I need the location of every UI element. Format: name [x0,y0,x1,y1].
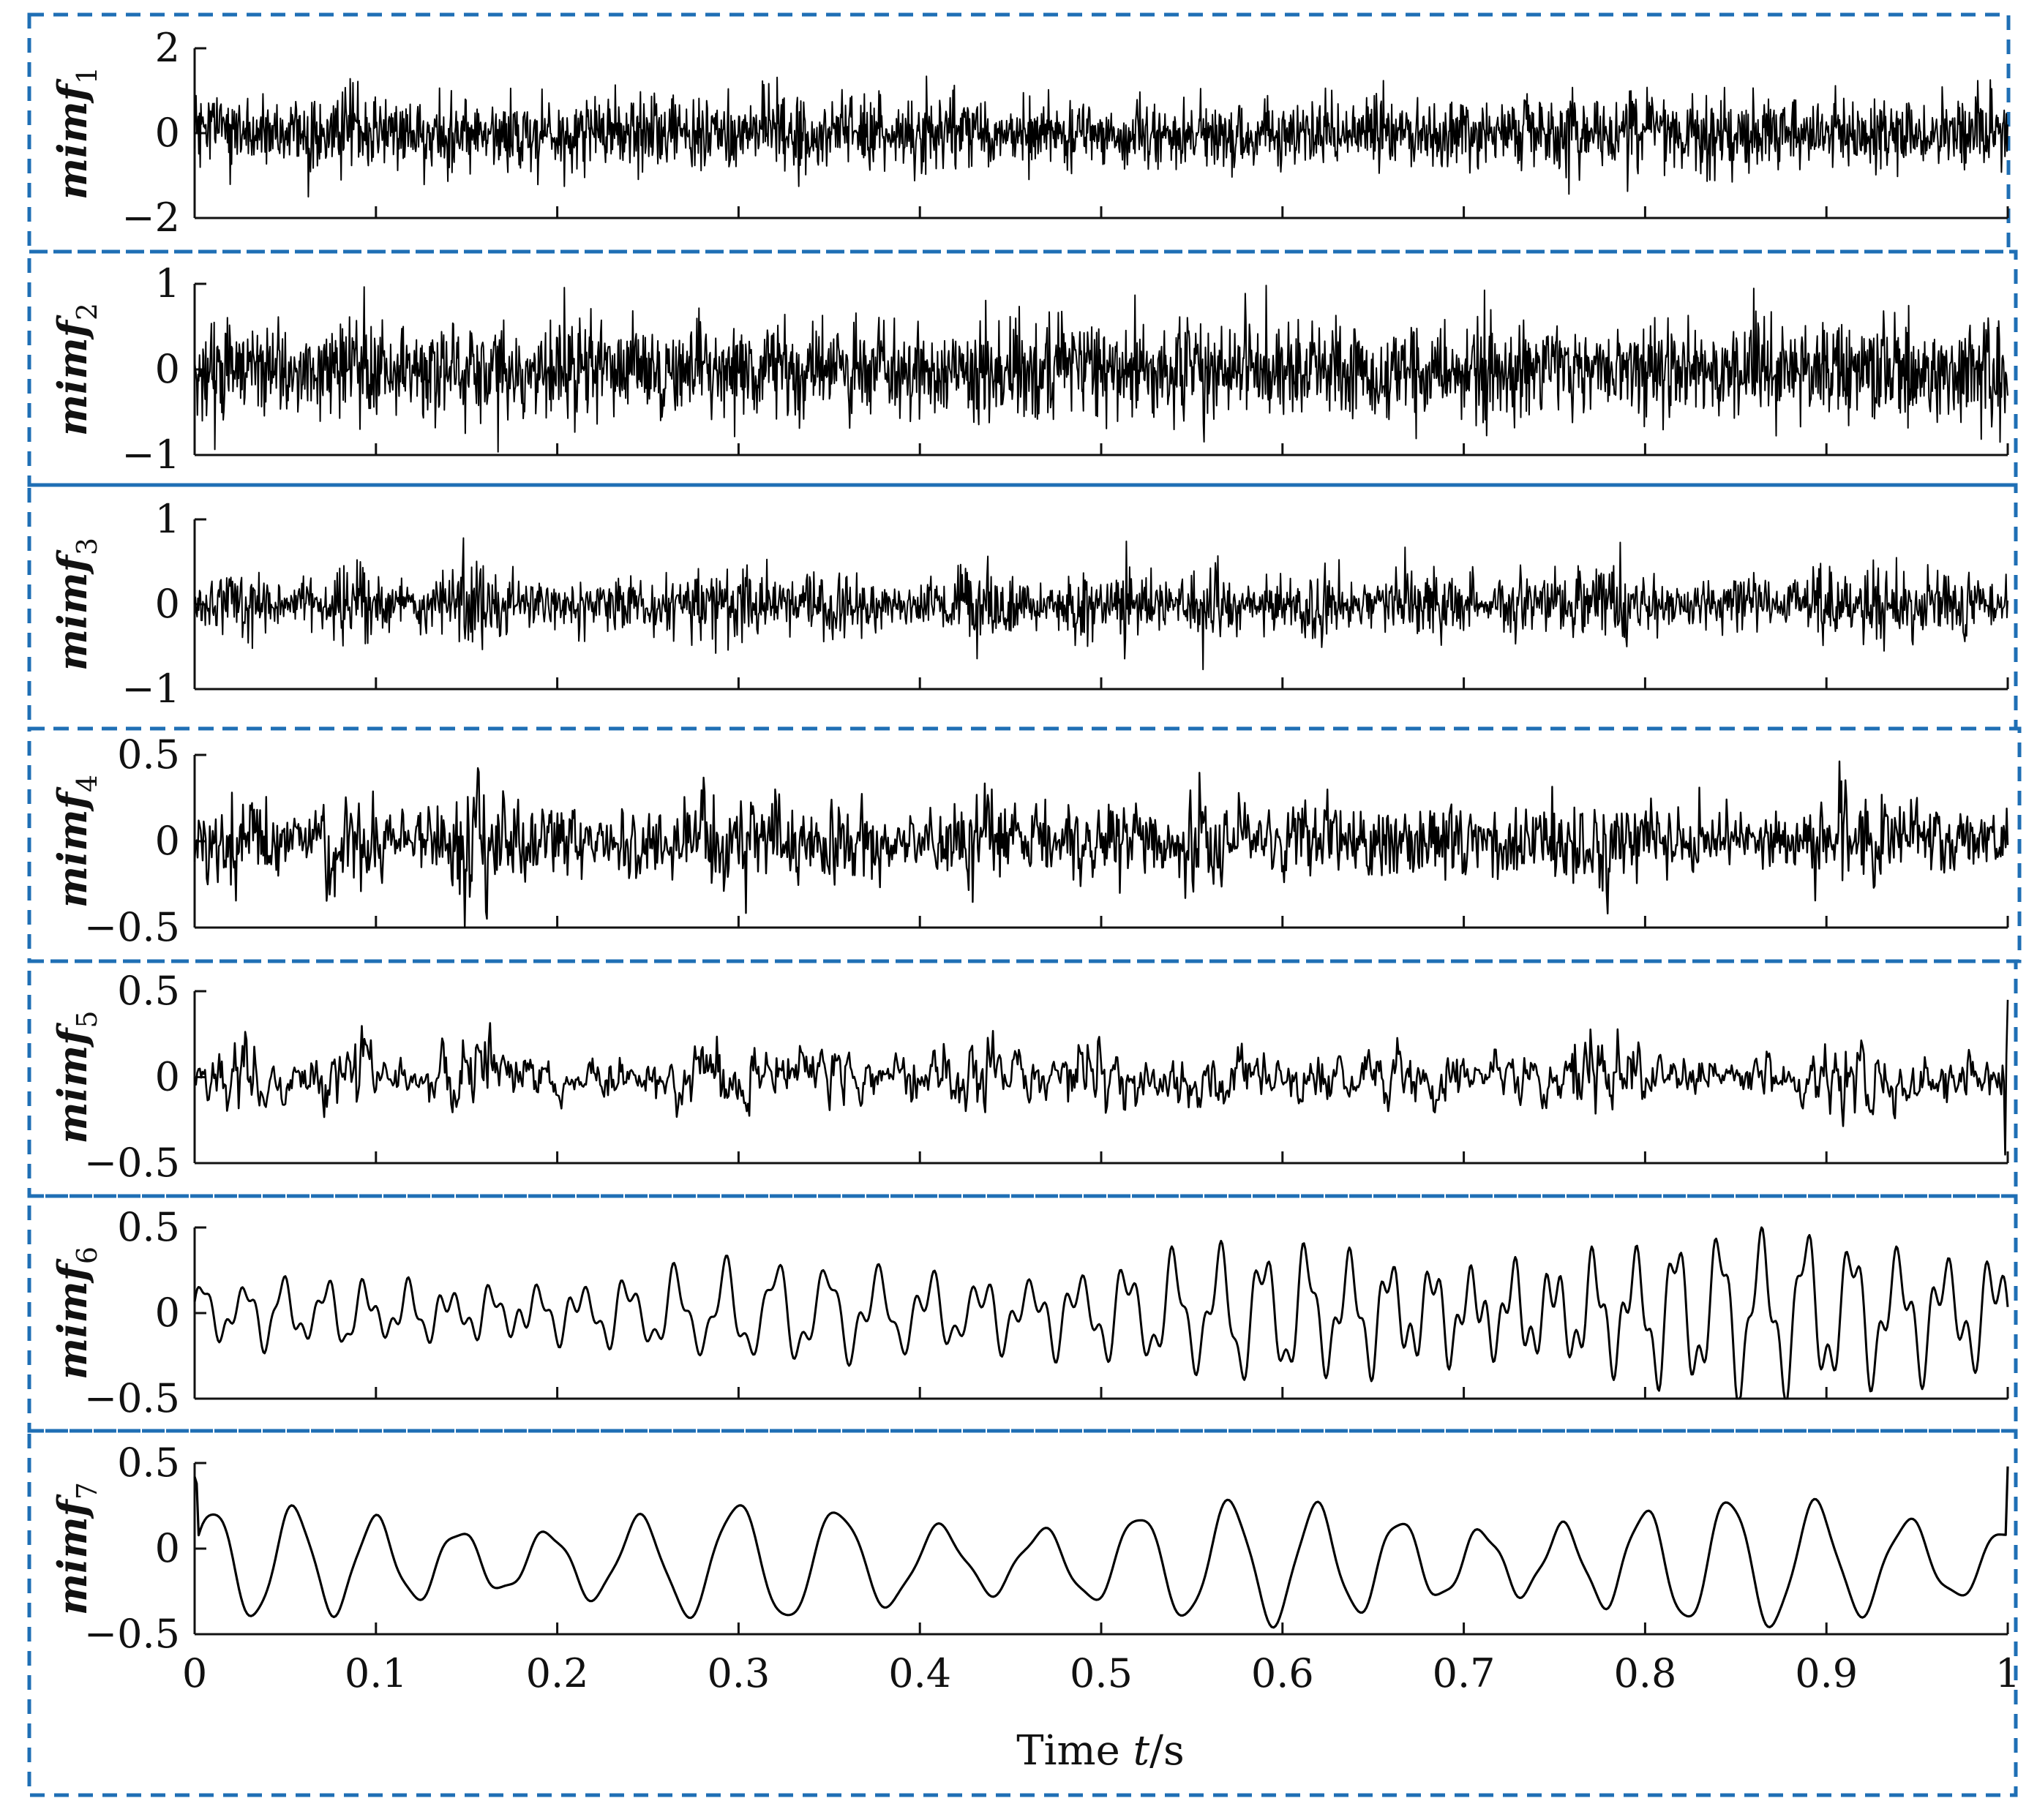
y-tick-label: −2 [121,195,180,241]
y-tick-label: 0.5 [117,1440,180,1486]
x-tick-label: 0.2 [526,1650,589,1696]
y-tick-label: −1 [121,432,180,478]
y-axis-label-subscript: 7 [71,1482,103,1500]
x-axis-title-word: Time [1016,1727,1133,1775]
y-axis-label: mimf5 [49,1010,103,1143]
panel-1: −2 0 2 mimf1 [27,12,2011,254]
signal-trace-6 [193,1226,2009,1400]
y-axis-label-base: mimf [49,315,96,436]
y-axis-label-base: mimf [49,1258,96,1380]
y-axis-label-base: mimf [49,1023,96,1144]
x-tick-label: 0.7 [1433,1650,1496,1696]
signal-trace-3 [194,537,2008,671]
x-axis-title-unit: /s [1149,1727,1185,1775]
y-axis-label: mimf6 [49,1246,103,1380]
y-tick-label: 0 [155,110,180,156]
signal-trace-5 [193,999,2009,1156]
y-tick-label: 1 [155,496,180,542]
y-tick-label: −0.5 [84,1611,180,1657]
y-tick-label: 0.5 [117,732,180,778]
y-axis-label: mimf3 [49,538,103,671]
y-tick-label: −1 [121,666,180,712]
y-axis-label-subscript: 2 [71,303,103,320]
y-axis-label: mimf7 [49,1482,103,1615]
x-tick-label: 0 [182,1650,207,1696]
y-tick-label: 0.5 [117,1204,180,1250]
panel-border [27,1429,2018,1797]
signal-trace-2 [194,285,2008,453]
x-axis-title: Time t/s [1016,1727,1184,1775]
y-axis-label-base: mimf [49,786,96,908]
y-tick-label: 0 [155,1290,180,1336]
x-tick-label: 1 [1995,1650,2020,1696]
panels-group: −202mimf1−101mimf2−101mimf30.50−0.5mimf4… [27,12,2022,1797]
x-tick-label: 0.1 [345,1650,408,1696]
shared-x-axis: 0 0.1 0.2 0.3 0.4 0.5 0.6 0.7 0.8 0.9 1 [182,1650,2020,1696]
x-tick-label: 0.6 [1251,1650,1314,1696]
y-tick-label: −0.5 [84,904,180,950]
y-axis-label-base: mimf [49,549,96,671]
y-axis-label-subscript: 4 [71,775,103,792]
x-tick-label: 0.4 [888,1650,951,1696]
signal-trace-7 [193,1466,2009,1629]
y-axis-label-base: mimf [49,78,96,200]
y-tick-label: −0.5 [84,1375,180,1421]
y-tick-label: −0.5 [84,1140,180,1186]
y-tick-label: 0 [155,1054,180,1100]
y-axis-label: mimf1 [49,67,103,200]
y-tick-label: 0.5 [117,968,180,1014]
y-tick-label: 0 [155,581,180,627]
y-axis-label: mimf4 [49,775,103,908]
x-tick-label: 0.9 [1795,1650,1858,1696]
y-tick-label: 0 [155,346,180,392]
y-axis-label-subscript: 3 [71,538,103,555]
x-tick-label: 0.5 [1070,1650,1133,1696]
y-tick-label: 1 [155,260,180,307]
y-axis-label-subscript: 1 [71,67,103,84]
y-tick-label: 0 [155,1525,180,1571]
y-axis-label-subscript: 6 [71,1246,103,1264]
panel-3: −1 0 1 mimf3 [27,483,2018,731]
y-axis-label-subscript: 5 [71,1010,103,1028]
signal-trace-4 [193,760,2009,929]
x-tick-label: 0.3 [707,1650,770,1696]
y-axis-label-base: mimf [49,1494,96,1615]
signal-trace-1 [194,75,2008,198]
y-tick-label: 0 [155,818,180,864]
panel-2: −1 0 1 mimf2 [27,249,2018,487]
y-tick-label: 2 [155,25,180,71]
x-axis-title-symbol: t [1133,1727,1150,1775]
x-tick-label: 0.8 [1613,1650,1676,1696]
y-axis-label: mimf2 [49,303,103,436]
